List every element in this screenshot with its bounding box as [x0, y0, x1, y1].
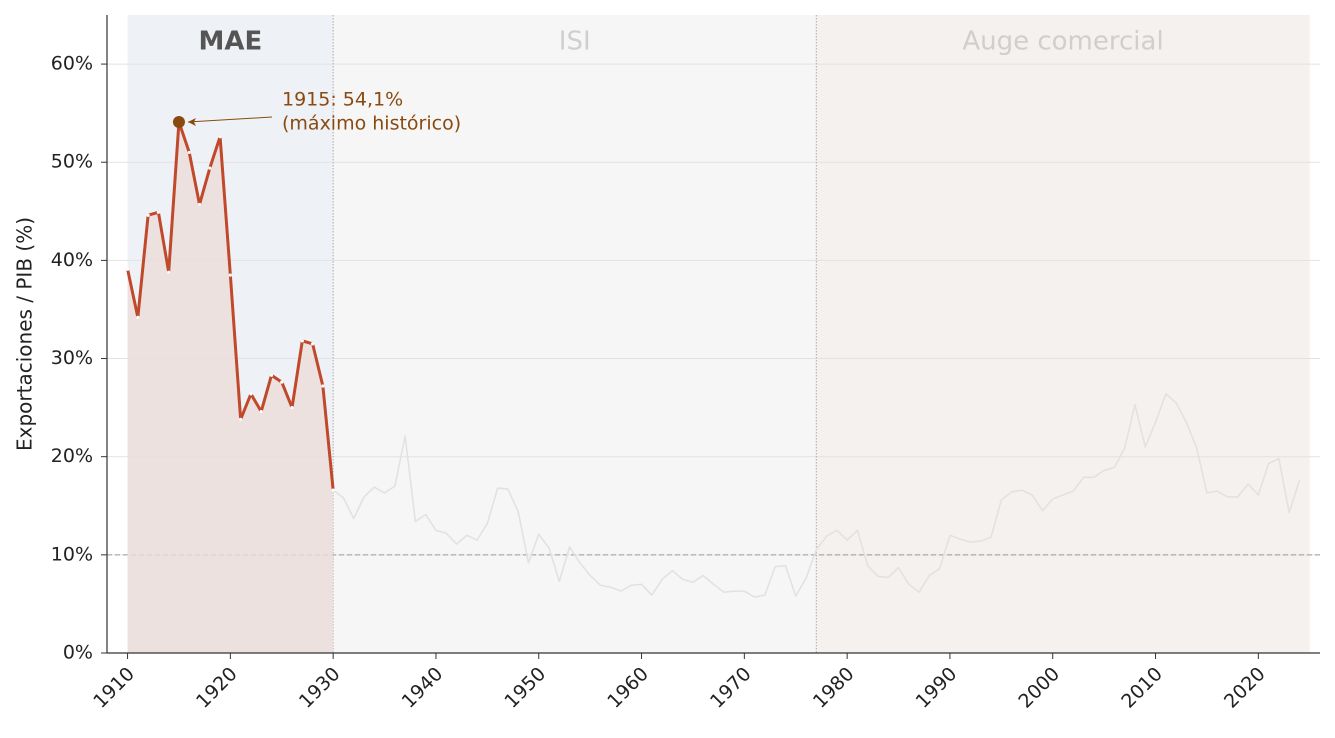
- point: [249, 392, 253, 396]
- point: [280, 380, 284, 384]
- point: [187, 150, 191, 155]
- x-tick-label: 1970: [706, 663, 756, 713]
- y-tick-label: 10%: [51, 543, 93, 565]
- x-tick-label: 1910: [89, 663, 139, 713]
- point: [290, 406, 294, 410]
- point: [167, 270, 171, 274]
- region-label: MAE: [198, 27, 262, 57]
- x-tick-label: 1980: [809, 663, 859, 713]
- annotation: 1915: 54,1%: [282, 89, 403, 111]
- series-line: [332, 393, 1301, 598]
- x-tick-label: 1990: [912, 663, 962, 713]
- y-tick-label: 20%: [51, 445, 93, 467]
- region: [816, 15, 1310, 653]
- y-axis-label: Exportaciones / PIB (%): [13, 217, 37, 451]
- x-tick-label: 1950: [500, 663, 550, 713]
- peak-marker: [172, 115, 185, 128]
- point: [331, 488, 335, 492]
- arrow-head: [187, 117, 196, 126]
- x-tick-label: 1940: [398, 663, 448, 713]
- y-tick-label: 60%: [51, 53, 93, 75]
- x-tick-label: 2020: [1220, 663, 1270, 713]
- x-tick-label: 2000: [1014, 663, 1064, 713]
- region: [333, 15, 817, 653]
- point: [125, 267, 130, 271]
- point: [197, 202, 202, 207]
- point: [259, 409, 263, 414]
- point: [208, 166, 212, 170]
- y-tick-label: 40%: [51, 249, 93, 271]
- x-tick-label: 1930: [295, 663, 345, 713]
- region-label: Auge comercial: [962, 27, 1163, 57]
- region-label: ISI: [559, 27, 591, 57]
- point: [146, 213, 150, 217]
- y-tick-label: 0%: [63, 642, 93, 664]
- point: [218, 135, 222, 139]
- y-tick-label: 50%: [51, 151, 93, 173]
- y-tick-label: 30%: [51, 347, 93, 369]
- point: [228, 273, 232, 277]
- x-tick-label: 1960: [603, 663, 653, 713]
- point: [136, 315, 140, 319]
- x-tick-label: 2010: [1117, 663, 1167, 713]
- point: [321, 384, 325, 388]
- point: [239, 417, 243, 421]
- point: [156, 210, 160, 214]
- point: [300, 339, 304, 343]
- x-tick-label: 1920: [192, 663, 242, 713]
- point: [310, 342, 315, 346]
- annotation-arrow: [187, 116, 273, 123]
- area: [127, 121, 334, 654]
- point: [269, 373, 274, 377]
- annotation: (máximo histórico): [282, 113, 461, 135]
